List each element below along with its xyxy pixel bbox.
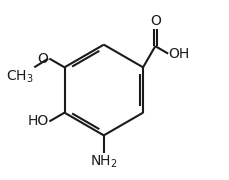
Text: O: O	[38, 52, 48, 66]
Text: OH: OH	[168, 47, 189, 61]
Text: NH$_2$: NH$_2$	[90, 154, 117, 170]
Text: HO: HO	[27, 114, 48, 128]
Text: O: O	[149, 14, 160, 28]
Text: CH$_3$: CH$_3$	[6, 68, 33, 85]
